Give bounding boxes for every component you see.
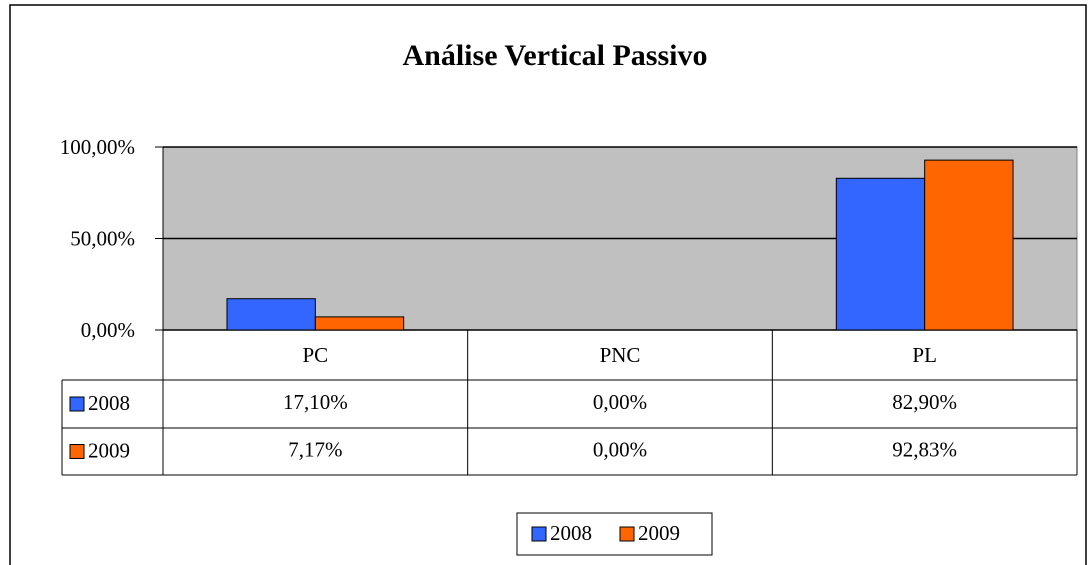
- y-tick-label: 100,00%: [60, 135, 135, 159]
- y-tick-label: 0,00%: [81, 318, 135, 342]
- legend-label: 2009: [638, 521, 680, 545]
- x-tick-label: PC: [302, 343, 328, 367]
- bar: [835, 177, 926, 331]
- table-row-label: 2008: [88, 391, 130, 415]
- x-tick-label: PL: [912, 343, 937, 367]
- legend-key: [69, 396, 85, 412]
- table-cell: 0,00%: [593, 437, 647, 461]
- table-cell: 92,83%: [892, 437, 957, 461]
- y-tick-label: 50,00%: [70, 226, 135, 250]
- table-cell: 0,00%: [593, 390, 647, 414]
- table-row-label: 2009: [88, 438, 130, 462]
- legend-key: [619, 526, 635, 542]
- bar: [314, 316, 405, 331]
- table-cell: 17,10%: [283, 390, 348, 414]
- legend-key: [69, 444, 85, 459]
- legend-box: [516, 512, 713, 556]
- legend-label: 2008: [550, 521, 592, 545]
- legend-key: [531, 526, 547, 542]
- table-cell: 82,90%: [892, 390, 957, 414]
- chart-title: Análise Vertical Passivo: [403, 39, 708, 72]
- bar: [924, 159, 1014, 331]
- bar: [226, 298, 316, 331]
- table-cell: 7,17%: [288, 437, 342, 461]
- x-tick-label: PNC: [600, 343, 641, 367]
